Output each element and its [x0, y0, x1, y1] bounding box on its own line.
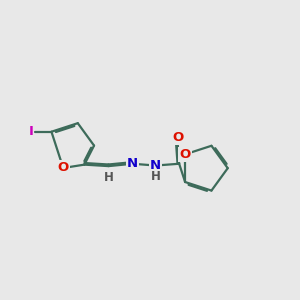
Text: H: H [151, 170, 160, 183]
Text: I: I [28, 125, 33, 138]
Text: O: O [58, 161, 69, 175]
Text: N: N [150, 159, 161, 172]
Text: O: O [179, 148, 191, 161]
Text: H: H [103, 171, 113, 184]
Text: N: N [127, 157, 138, 170]
Text: O: O [172, 131, 183, 144]
